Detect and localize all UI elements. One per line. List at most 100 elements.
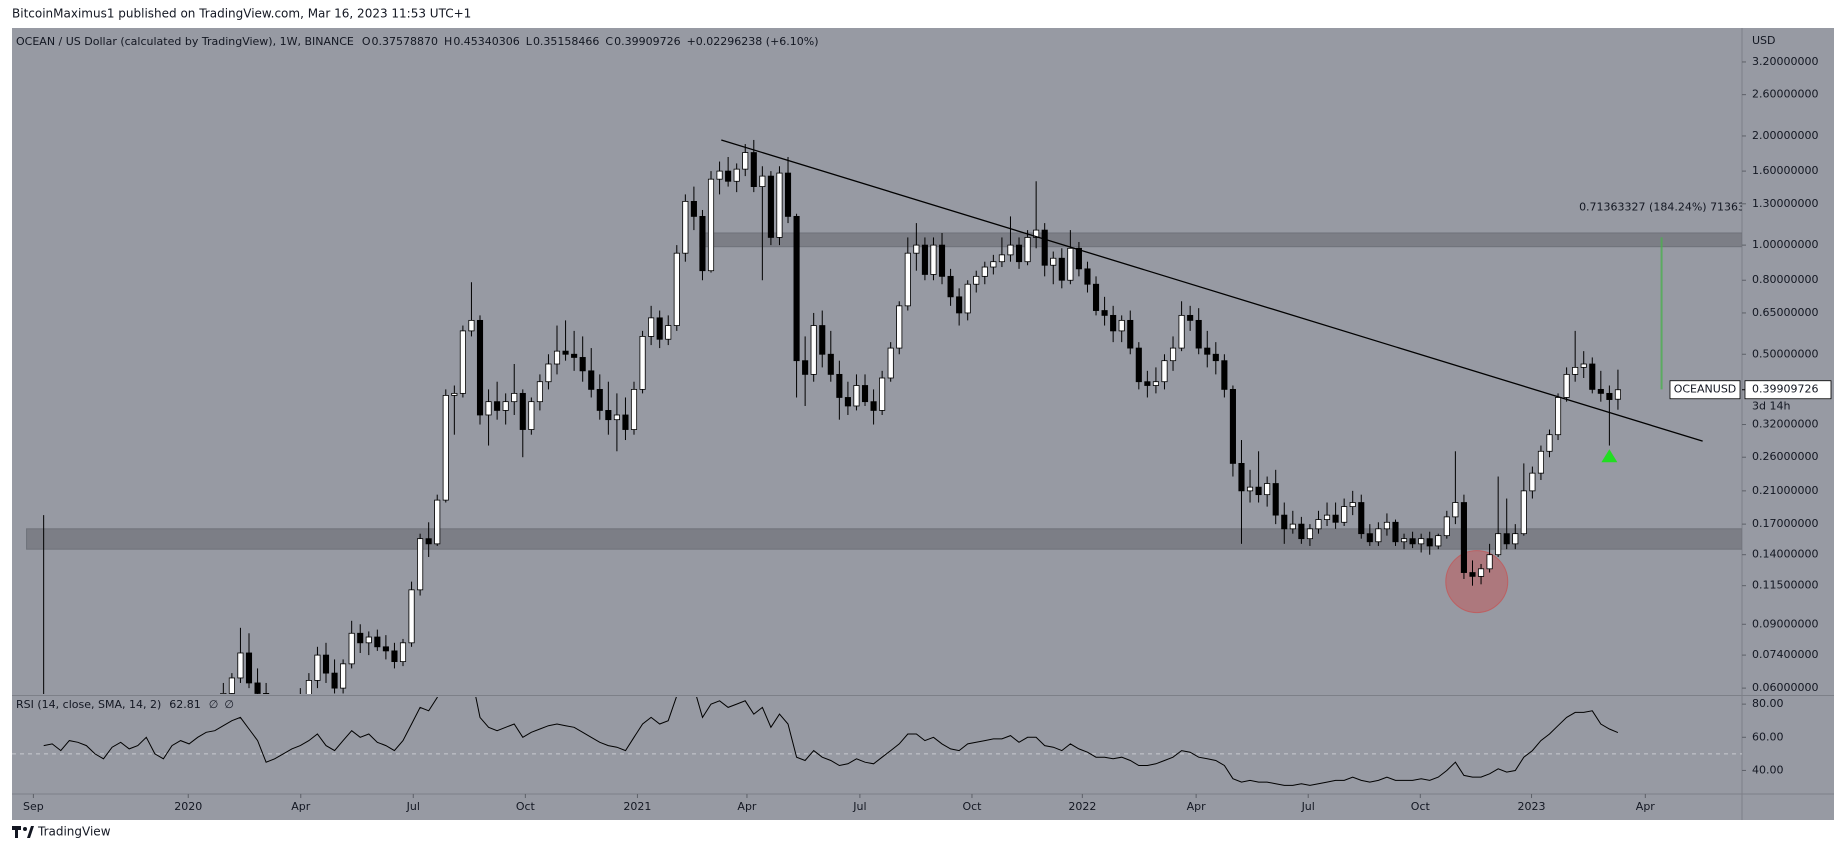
x-tick-label: 2022 bbox=[1068, 800, 1096, 813]
logo-shape bbox=[23, 827, 27, 831]
candle-body bbox=[425, 538, 432, 545]
candle-body bbox=[1212, 353, 1219, 362]
candle-body bbox=[1033, 229, 1040, 238]
candle-body bbox=[562, 350, 569, 355]
x-tick-label: Oct bbox=[1411, 800, 1431, 813]
candle-body bbox=[408, 589, 415, 644]
candle-body bbox=[1315, 519, 1322, 530]
ohlc-value: 0.35158466 bbox=[533, 35, 599, 48]
measure-label: 0.71363327 (184.24%) 713633 bbox=[1579, 200, 1752, 213]
candle-body bbox=[964, 283, 971, 314]
candle-body bbox=[1221, 360, 1228, 390]
countdown: 3d 14h bbox=[1752, 400, 1790, 413]
candle-body bbox=[1092, 283, 1100, 311]
publisher-line: BitcoinMaximus1 published on TradingView… bbox=[12, 7, 471, 21]
x-tick-label: Jul bbox=[406, 800, 420, 813]
candle-body bbox=[973, 275, 980, 285]
candle-body bbox=[365, 636, 372, 644]
symbol-tag: OCEANUSD bbox=[1674, 383, 1737, 396]
candle-body bbox=[1323, 514, 1331, 520]
candle-body bbox=[1118, 319, 1125, 332]
symbol-tag-box bbox=[1669, 380, 1741, 400]
candle-body bbox=[1195, 319, 1202, 349]
y-tick-label: 0.32000000 bbox=[1752, 418, 1818, 431]
candle-body bbox=[442, 395, 449, 501]
candle-body bbox=[494, 401, 501, 411]
candle-body bbox=[596, 388, 603, 411]
candle-body bbox=[314, 654, 321, 681]
y-tick-label: 0.06000000 bbox=[1752, 681, 1818, 694]
candle-body bbox=[1289, 523, 1296, 530]
x-tick-label: 2023 bbox=[1518, 800, 1546, 813]
y-tick-label: 0.11500000 bbox=[1752, 579, 1818, 592]
candle-body bbox=[630, 388, 638, 430]
main-pane: 0.71363327 (184.24%) 713633 bbox=[26, 139, 1752, 845]
candle-body bbox=[84, 839, 89, 845]
x-tick-label: 2021 bbox=[623, 800, 651, 813]
candle-body bbox=[434, 499, 441, 545]
candle-body bbox=[887, 347, 894, 379]
candle-body bbox=[1503, 533, 1510, 545]
candle-body bbox=[1127, 319, 1134, 349]
candle-body bbox=[502, 401, 509, 411]
y-tick-label: 1.60000000 bbox=[1752, 164, 1818, 177]
candle-body bbox=[819, 325, 826, 355]
candle-body bbox=[1075, 247, 1082, 270]
candle-body bbox=[1375, 528, 1382, 543]
candle-body bbox=[861, 385, 869, 403]
candle-body bbox=[1281, 514, 1288, 530]
candle-body bbox=[656, 317, 663, 340]
candle-body bbox=[1161, 360, 1168, 383]
candle-body bbox=[553, 350, 561, 365]
candle-body bbox=[451, 392, 458, 396]
rsi-na: ∅ bbox=[224, 698, 234, 711]
candle-body bbox=[1187, 314, 1194, 321]
candle-body bbox=[118, 826, 123, 839]
brand-logo bbox=[12, 826, 34, 838]
y-tick-label: 0.17000000 bbox=[1752, 517, 1818, 530]
candle-body bbox=[827, 353, 834, 375]
y-tick-label: 2.00000000 bbox=[1752, 129, 1818, 142]
candle-body bbox=[639, 336, 646, 390]
candle-body bbox=[1341, 506, 1348, 523]
candle-body bbox=[588, 370, 595, 390]
candle-body bbox=[1135, 347, 1142, 383]
x-tick-label: Apr bbox=[1636, 800, 1656, 813]
candle-body bbox=[1024, 237, 1031, 263]
ohlc-value: 0.39909726 bbox=[614, 35, 680, 48]
candle-body bbox=[1306, 528, 1313, 540]
support-resistance-zone bbox=[26, 528, 1742, 550]
candle-body bbox=[947, 275, 954, 298]
candle-body bbox=[784, 172, 792, 217]
candle-body bbox=[144, 826, 149, 839]
candle-body bbox=[913, 244, 920, 254]
candle-body bbox=[716, 170, 723, 180]
candle-body bbox=[1349, 502, 1356, 508]
candle-body bbox=[1246, 486, 1254, 492]
candle-body bbox=[870, 401, 877, 411]
rsi-y-tick-label: 60.00 bbox=[1752, 730, 1784, 743]
candle-body bbox=[1554, 397, 1562, 436]
candle-body bbox=[810, 325, 817, 375]
candle-body bbox=[1204, 347, 1211, 355]
candle-body bbox=[1272, 483, 1279, 516]
x-tick-label: Apr bbox=[737, 800, 757, 813]
x-tick-label: Jul bbox=[852, 800, 866, 813]
candle-body bbox=[127, 839, 132, 845]
candle-body bbox=[1520, 490, 1527, 535]
rsi-y-tick-label: 80.00 bbox=[1752, 697, 1784, 710]
candle-body bbox=[382, 646, 389, 652]
candle-body bbox=[545, 363, 552, 383]
y-tick-label: 0.50000000 bbox=[1752, 347, 1818, 360]
candle-body bbox=[699, 216, 706, 272]
candle-body bbox=[1015, 244, 1023, 263]
candle-body bbox=[459, 330, 466, 394]
ohlc-name: L bbox=[526, 35, 533, 48]
candle-body bbox=[1529, 472, 1536, 492]
candle-body bbox=[1007, 244, 1014, 256]
candle-body bbox=[802, 360, 809, 375]
rsi-pane bbox=[12, 697, 1742, 786]
candle-body bbox=[228, 677, 235, 694]
candle-body bbox=[956, 296, 963, 314]
